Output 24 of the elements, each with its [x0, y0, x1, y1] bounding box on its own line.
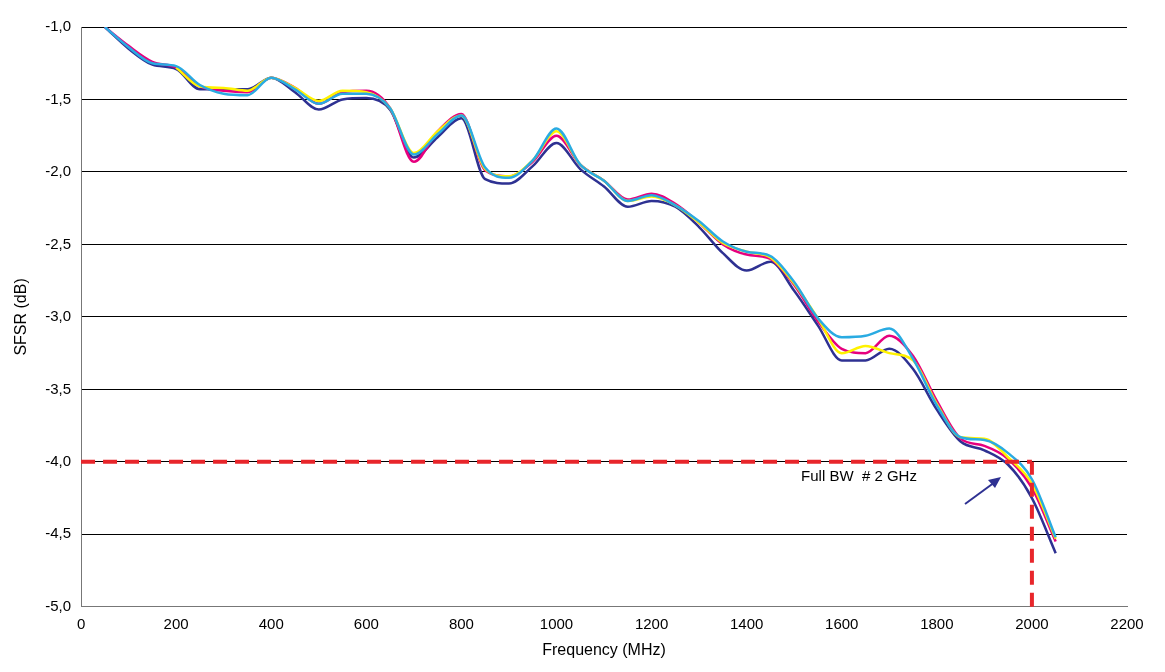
x-tick-label: 400	[258, 614, 284, 632]
y-tick-label: -1,5	[45, 89, 72, 107]
x-tick-label: 1000	[539, 614, 574, 632]
x-tick-label: 2200	[1110, 614, 1144, 632]
y-tick-label: -4,0	[45, 451, 72, 469]
x-tick-label: 0	[76, 614, 86, 632]
x-tick-label: 600	[353, 614, 379, 632]
y-tick-label: -3,5	[45, 379, 72, 397]
x-tick-label: 1200	[634, 614, 669, 632]
x-tick-label: 1800	[920, 614, 954, 632]
x-tick-label: 800	[448, 614, 474, 632]
x-tick-label: 2000	[1015, 614, 1049, 632]
x-axis-title: Frequency (MHz)	[542, 640, 666, 658]
ref-line-label: Full BW # 2 GHz	[801, 467, 917, 485]
y-tick-label: -3,0	[45, 307, 72, 325]
y-tick-label: -4,5	[45, 524, 72, 542]
y-axis-title: SFSR (dB)	[12, 278, 30, 356]
x-tick-label: 1400	[729, 614, 764, 632]
x-tick-label: 1600	[825, 614, 859, 632]
x-tick-label: 200	[163, 614, 189, 632]
y-tick-label: -2,0	[45, 162, 72, 180]
y-tick-label: -2,5	[45, 234, 72, 252]
y-tick-label: -5,0	[45, 596, 72, 614]
y-tick-label: -1,0	[45, 17, 72, 35]
